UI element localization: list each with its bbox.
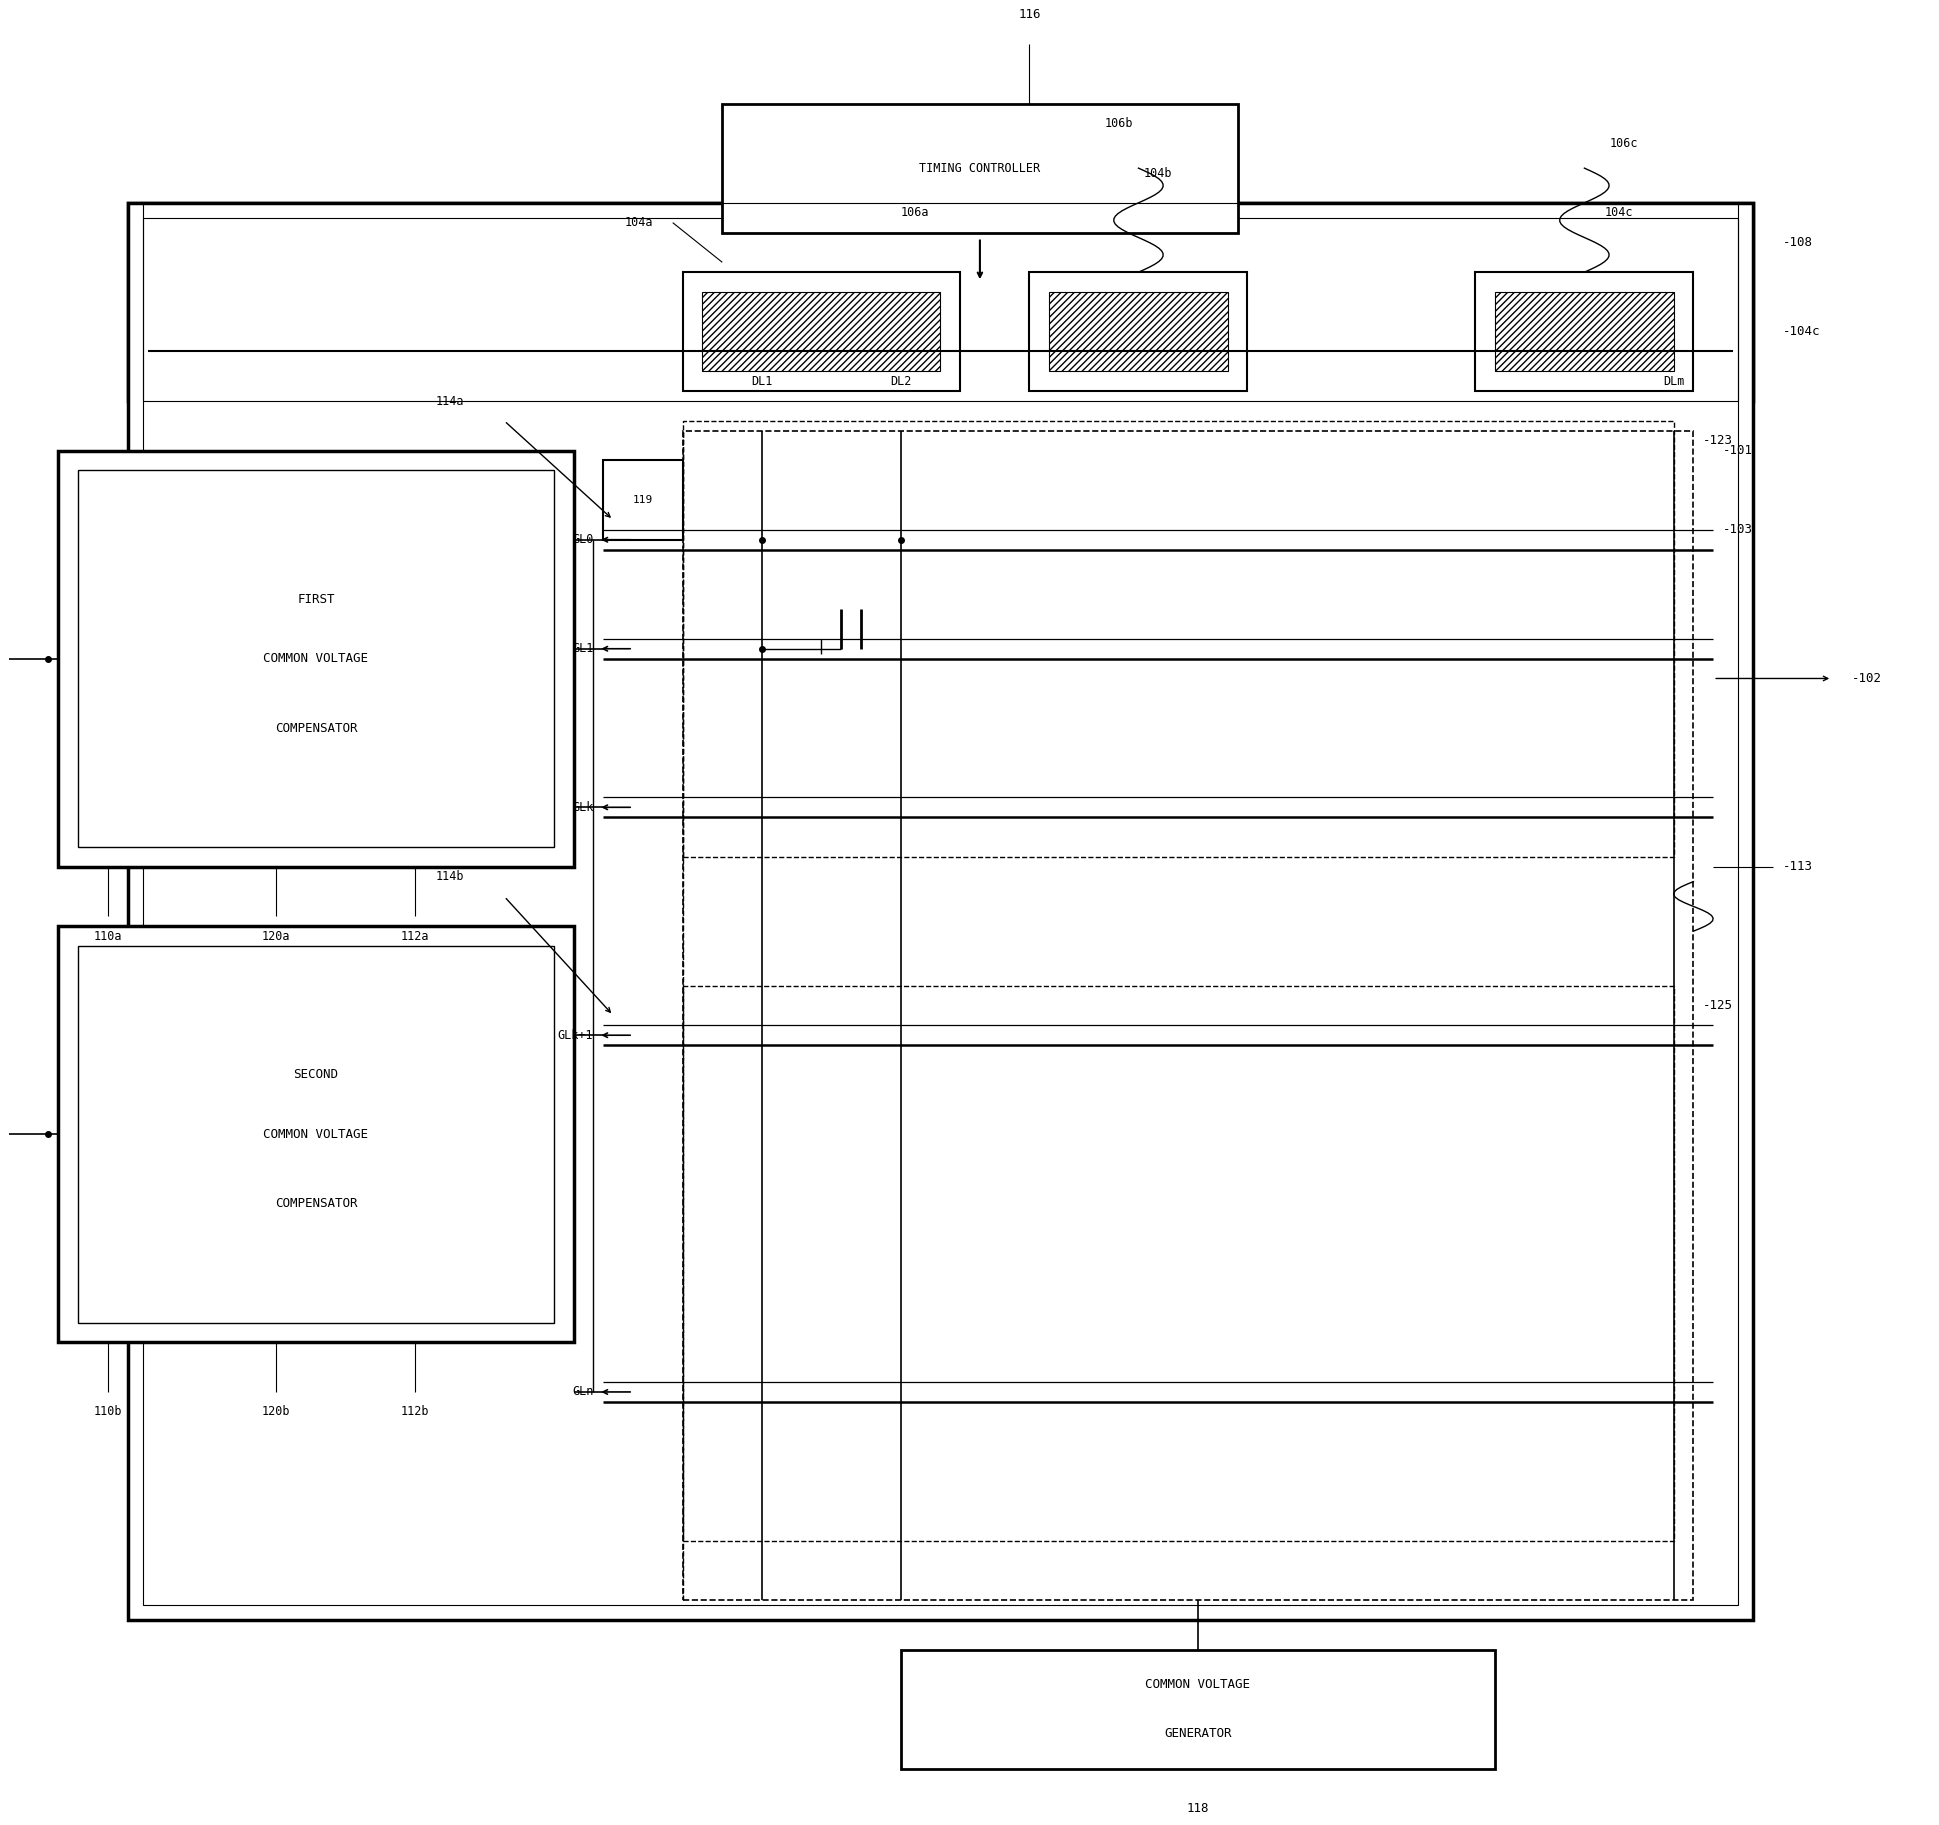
Bar [683, 272, 960, 391]
Text: 104c: 104c [1604, 206, 1633, 219]
Text: 114a: 114a [436, 394, 463, 407]
Bar [1049, 292, 1227, 370]
Text: FIRST: FIRST [297, 593, 335, 606]
Text: 119: 119 [632, 495, 653, 506]
Bar [128, 203, 1753, 1621]
Text: GL1: GL1 [572, 642, 593, 655]
Text: COMMON VOLTAGE: COMMON VOLTAGE [264, 652, 368, 664]
Bar [683, 431, 1693, 1601]
Text: -101: -101 [1722, 443, 1753, 456]
Text: -104c: -104c [1782, 325, 1819, 338]
Bar [683, 986, 1673, 1540]
Text: DLm: DLm [1662, 374, 1683, 387]
Bar [1030, 272, 1247, 391]
Bar [683, 422, 1673, 858]
Text: -113: -113 [1782, 860, 1811, 872]
Bar [702, 292, 940, 370]
Bar [78, 471, 553, 847]
Text: 104a: 104a [624, 215, 653, 230]
Text: 114b: 114b [436, 871, 463, 883]
Bar [900, 1650, 1495, 1768]
Text: SECOND: SECOND [293, 1068, 337, 1082]
Text: 120a: 120a [262, 929, 291, 944]
Text: COMPENSATOR: COMPENSATOR [275, 1197, 357, 1210]
Text: TIMING CONTROLLER: TIMING CONTROLLER [919, 162, 1039, 175]
Bar [603, 460, 683, 540]
Text: 120b: 120b [262, 1405, 291, 1418]
Text: COMMON VOLTAGE: COMMON VOLTAGE [1144, 1677, 1251, 1690]
Text: 106b: 106b [1103, 117, 1132, 130]
Text: DL1: DL1 [750, 374, 772, 387]
Bar [78, 945, 553, 1323]
Text: 104b: 104b [1144, 166, 1171, 179]
Text: 118: 118 [1187, 1801, 1208, 1814]
Text: COMPENSATOR: COMPENSATOR [275, 721, 357, 734]
Text: 112a: 112a [401, 929, 429, 944]
Text: -102: -102 [1852, 672, 1881, 684]
Bar [1495, 292, 1673, 370]
Text: 110b: 110b [93, 1405, 122, 1418]
Text: GLk: GLk [572, 801, 593, 814]
Text: GENERATOR: GENERATOR [1163, 1726, 1231, 1741]
Text: -123: -123 [1702, 434, 1732, 447]
Text: -103: -103 [1722, 524, 1753, 537]
Bar [58, 451, 574, 867]
Bar [721, 104, 1237, 232]
Bar [1476, 272, 1693, 391]
Text: 116: 116 [1018, 7, 1039, 22]
Text: 106a: 106a [900, 206, 929, 219]
Text: -108: -108 [1782, 235, 1811, 248]
Text: COMMON VOLTAGE: COMMON VOLTAGE [264, 1128, 368, 1141]
Text: GLn: GLn [572, 1385, 593, 1398]
Text: GLk+1: GLk+1 [558, 1029, 593, 1042]
Bar [128, 203, 1753, 402]
Text: 110a: 110a [93, 929, 122, 944]
Bar [58, 927, 574, 1343]
Text: GL0: GL0 [572, 533, 593, 546]
Bar [142, 217, 1737, 1604]
Text: 106c: 106c [1609, 137, 1637, 150]
Text: -125: -125 [1702, 998, 1732, 1013]
Bar [142, 203, 1737, 402]
Text: DL2: DL2 [890, 374, 911, 387]
Text: 112b: 112b [401, 1405, 429, 1418]
